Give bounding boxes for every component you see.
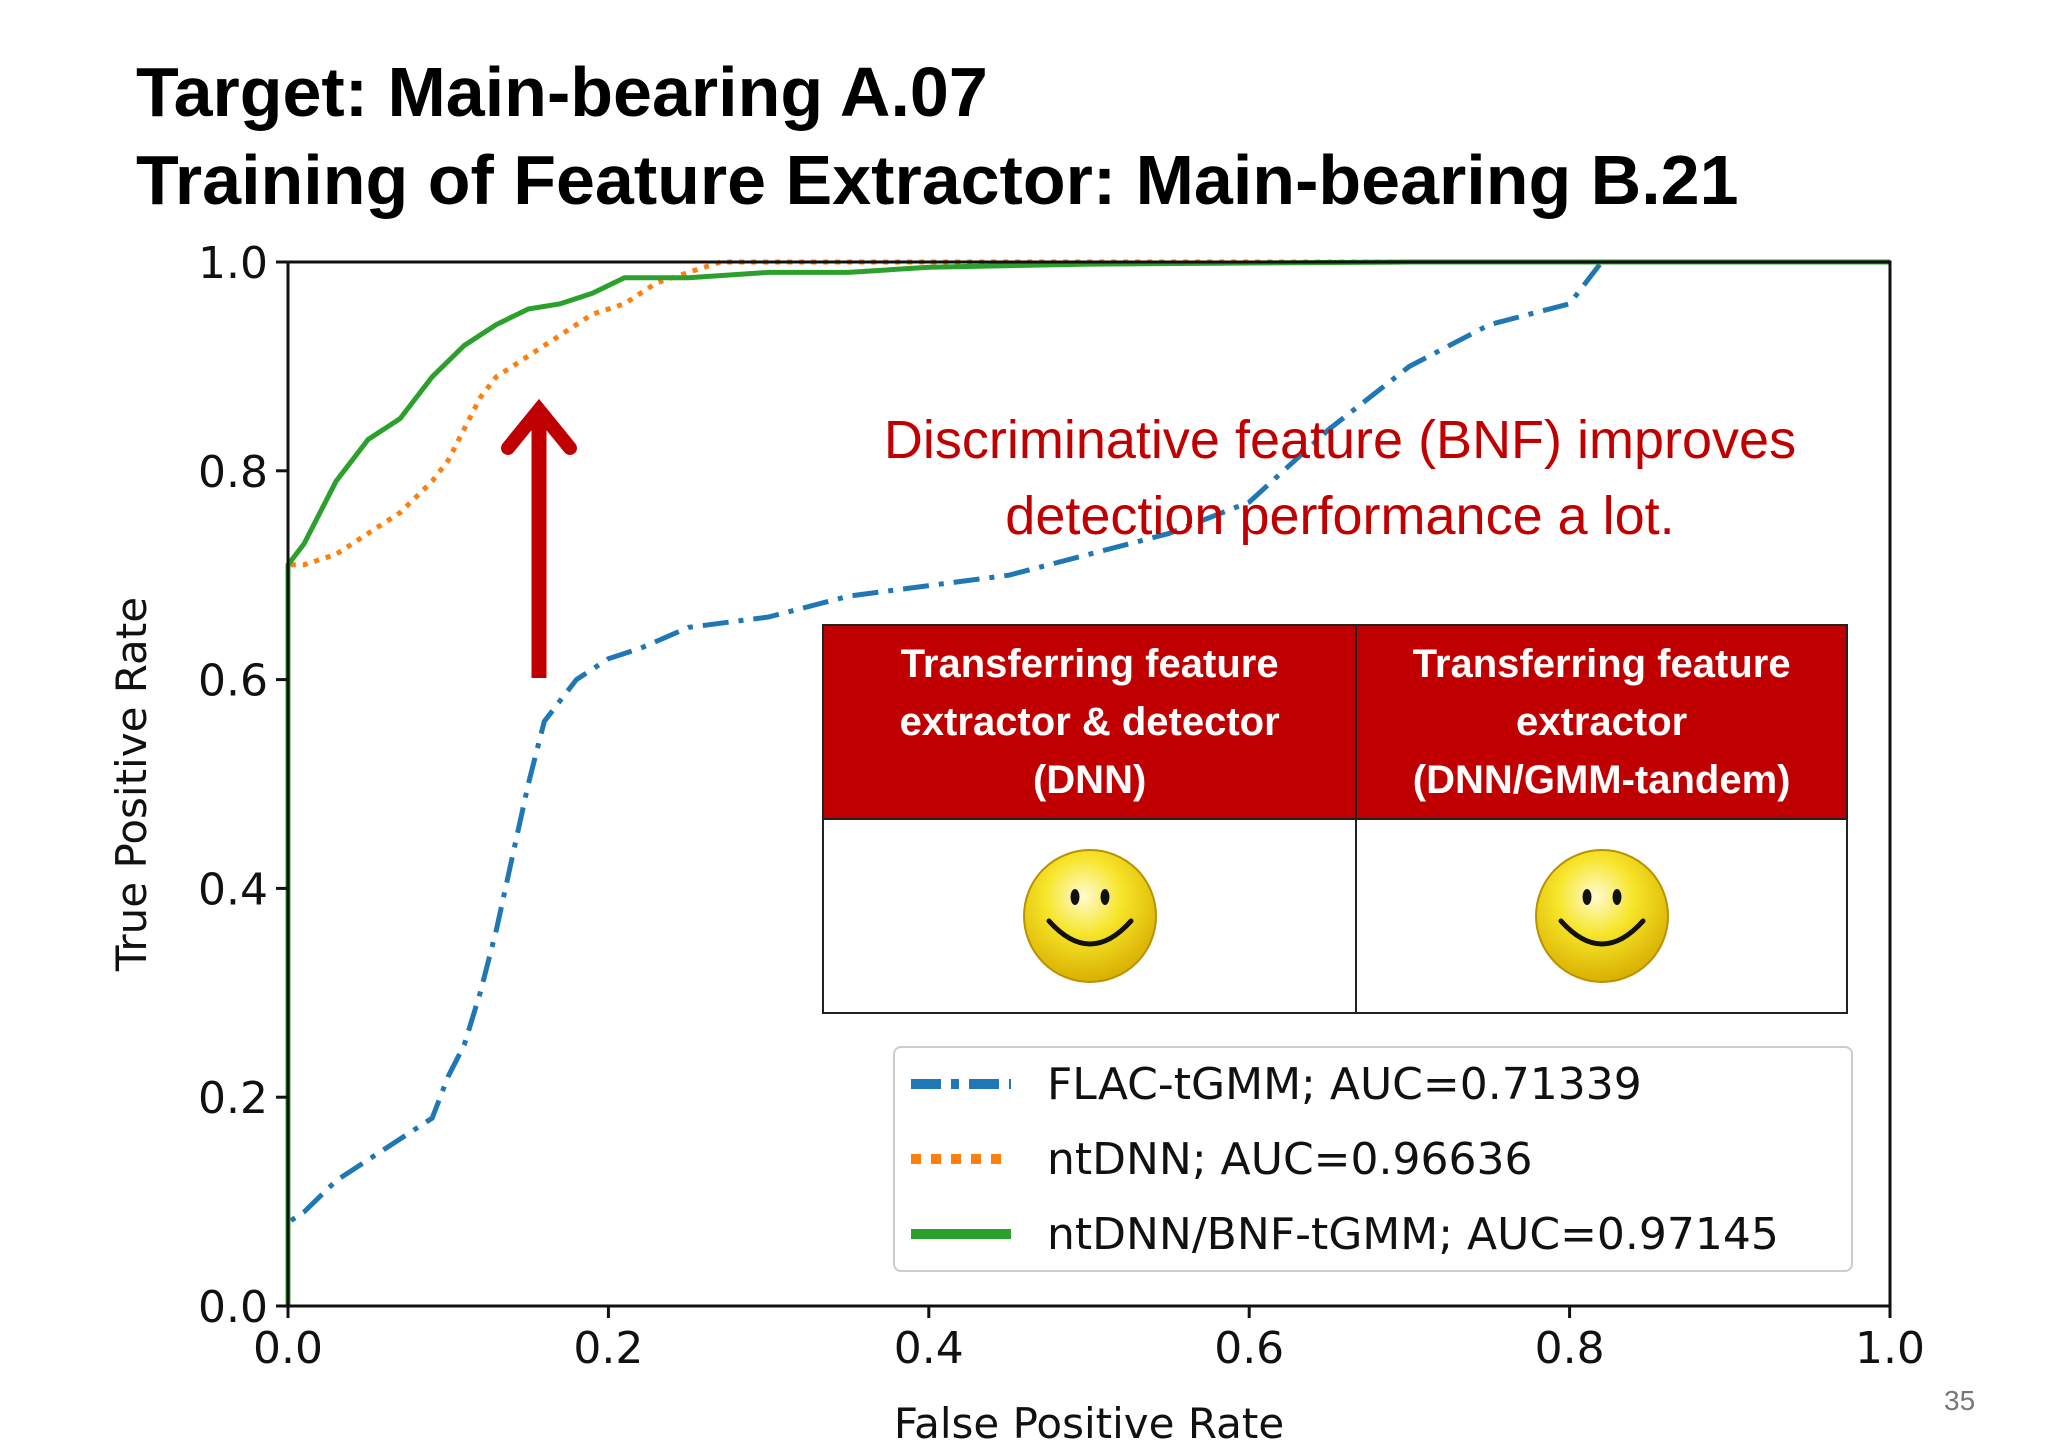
legend-swatch-2 bbox=[911, 1154, 1011, 1164]
legend-entry-2: ntDNN; AUC=0.96636 bbox=[911, 1124, 1533, 1194]
x-tick-label: 0.2 bbox=[573, 1323, 643, 1374]
table-header-2-line2: extractor bbox=[1516, 700, 1688, 744]
table-header-1-line1: Transferring feature bbox=[900, 642, 1279, 686]
comparison-table: Transferring feature extractor & detecto… bbox=[821, 624, 1848, 1014]
legend-label-2: ntDNN; AUC=0.96636 bbox=[1047, 1133, 1533, 1185]
table-header-1-line3: (DNN) bbox=[1032, 758, 1147, 802]
table-cell-2 bbox=[1355, 818, 1848, 1014]
table-row bbox=[821, 818, 1848, 1014]
annotation-line1: Discriminative feature (BNF) improves bbox=[883, 410, 1797, 470]
y-tick-label: 0.8 bbox=[198, 447, 268, 498]
annotation-arrow-head bbox=[501, 398, 577, 455]
series-line-3 bbox=[285, 259, 1890, 1306]
y-tick-label: 0.0 bbox=[198, 1282, 268, 1333]
x-axis-label: False Positive Rate bbox=[894, 1399, 1284, 1448]
slide-title-line2: Training of Feature Extractor: Main-bear… bbox=[136, 141, 1739, 219]
slide-title-line1: Target: Main-bearing A.07 bbox=[136, 53, 988, 131]
smiley-face-icon bbox=[1534, 849, 1669, 983]
y-tick-label: 0.6 bbox=[198, 656, 268, 707]
table-header-cell-1: Transferring feature extractor & detecto… bbox=[821, 624, 1358, 820]
x-tick-label: 0.6 bbox=[1214, 1323, 1284, 1374]
table-header-2-line1: Transferring feature bbox=[1412, 642, 1791, 686]
plot-frame bbox=[286, 260, 1892, 1308]
legend-label-1: FLAC-tGMM; AUC=0.71339 bbox=[1047, 1058, 1642, 1110]
table-cell-1 bbox=[821, 818, 1358, 1014]
series-line-1 bbox=[285, 259, 1890, 1306]
y-tick-label: 0.4 bbox=[198, 864, 268, 915]
x-tick-label: 0.4 bbox=[894, 1323, 964, 1374]
legend-entry-3: ntDNN/BNF-tGMM; AUC=0.97145 bbox=[911, 1199, 1779, 1269]
annotation-line2: detection performance a lot. bbox=[1005, 486, 1675, 546]
y-tick-label: 0.2 bbox=[198, 1073, 268, 1124]
annotation-text: Discriminative feature (BNF) improves de… bbox=[790, 402, 1890, 554]
table-header-row: Transferring feature extractor & detecto… bbox=[821, 624, 1848, 820]
legend-swatch-3 bbox=[911, 1229, 1011, 1239]
table-header-2-line3: (DNN/GMM-tandem) bbox=[1412, 758, 1791, 802]
legend-label-3: ntDNN/BNF-tGMM; AUC=0.97145 bbox=[1047, 1208, 1779, 1260]
x-tick-label: 0.8 bbox=[1535, 1323, 1605, 1374]
table-header-1-line2: extractor & detector bbox=[899, 700, 1280, 744]
table-header-cell-2: Transferring feature extractor (DNN/GMM-… bbox=[1355, 624, 1848, 820]
legend-swatch-1 bbox=[911, 1079, 1011, 1089]
page-number: 35 bbox=[1944, 1385, 1976, 1416]
x-tick-label: 0.0 bbox=[253, 1323, 323, 1374]
chart-legend: FLAC-tGMM; AUC=0.71339 ntDNN; AUC=0.9663… bbox=[893, 1046, 1853, 1272]
legend-entry-1: FLAC-tGMM; AUC=0.71339 bbox=[911, 1049, 1642, 1119]
x-tick-label: 1.0 bbox=[1855, 1323, 1925, 1374]
slide-title: Target: Main-bearing A.07 Training of Fe… bbox=[136, 48, 1739, 224]
smiley-face-icon bbox=[1022, 849, 1157, 983]
series-line-2 bbox=[285, 259, 1890, 1306]
y-tick-label: 1.0 bbox=[198, 238, 268, 289]
y-axis-label: True Positive Rate bbox=[107, 597, 156, 972]
